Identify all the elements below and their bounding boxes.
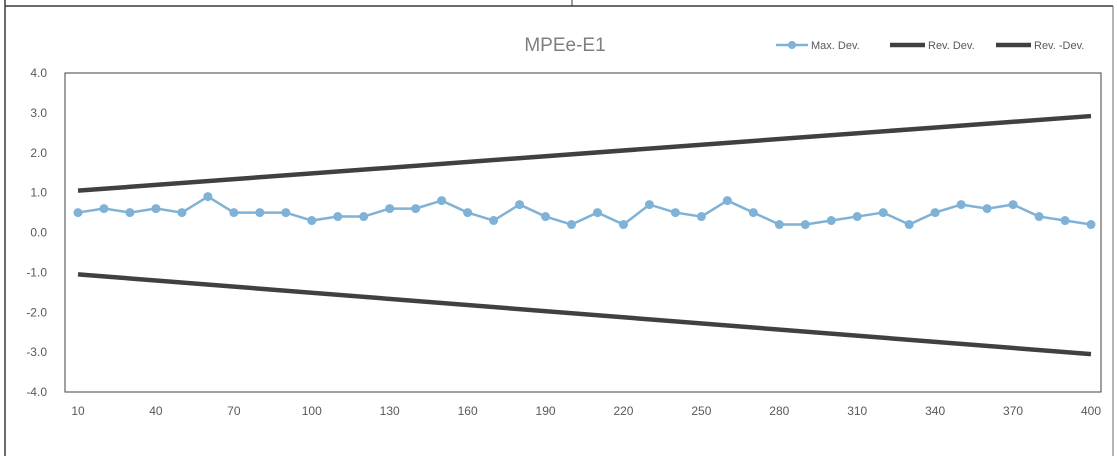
x-tick-label: 160 — [458, 404, 478, 418]
x-tick-label: 400 — [1081, 404, 1101, 418]
data-point-max-dev — [982, 204, 992, 214]
series-line-max-dev — [77, 195, 1092, 226]
y-tick-label: -4.0 — [26, 385, 47, 399]
data-point-max-dev — [1086, 220, 1096, 230]
data-point-max-dev — [307, 216, 317, 226]
data-point-max-dev — [930, 208, 940, 218]
legend-label-rev-neg-dev: Rev. -Dev. — [1034, 40, 1084, 52]
y-tick-label: -3.0 — [26, 345, 47, 359]
data-point-max-dev — [151, 204, 161, 214]
data-point-max-dev — [748, 208, 758, 218]
data-point-max-dev — [281, 208, 291, 218]
data-point-max-dev — [644, 200, 654, 210]
x-tick-label: 70 — [227, 404, 241, 418]
x-tick-label: 280 — [769, 404, 789, 418]
data-point-max-dev — [904, 220, 914, 230]
data-point-max-dev — [255, 208, 265, 218]
y-tick-label: -1.0 — [26, 265, 47, 279]
x-tick-label: 250 — [691, 404, 711, 418]
data-point-max-dev — [463, 208, 473, 218]
x-tick-label: 100 — [302, 404, 322, 418]
data-point-max-dev — [670, 208, 680, 218]
data-point-max-dev — [489, 216, 499, 226]
data-point-max-dev — [696, 212, 706, 222]
data-point-max-dev — [229, 208, 239, 218]
series-line-rev-neg-dev — [77, 272, 1092, 357]
data-point-max-dev — [541, 212, 551, 222]
chart-title: MPEe-E1 — [524, 35, 605, 56]
data-point-max-dev — [722, 196, 732, 206]
data-point-max-dev — [878, 208, 888, 218]
legend: Max. Dev. Rev. Dev. Rev. -Dev. — [776, 40, 1084, 52]
data-point-max-dev — [800, 220, 810, 230]
y-tick-label: 4.0 — [30, 66, 47, 80]
y-tick-label: -2.0 — [26, 305, 47, 319]
data-point-max-dev — [333, 212, 343, 222]
y-tick-label: 0.0 — [30, 226, 47, 240]
plot-area-border — [64, 72, 1102, 393]
y-tick-label: 3.0 — [30, 106, 47, 120]
data-point-max-dev — [852, 212, 862, 222]
data-point-max-dev — [592, 208, 602, 218]
legend-label-rev-dev: Rev. Dev. — [928, 40, 975, 52]
data-point-max-dev — [515, 200, 525, 210]
legend-item-rev-neg-dev: Rev. -Dev. — [996, 40, 1084, 52]
data-point-max-dev — [203, 192, 213, 202]
legend-label-max-dev: Max. Dev. — [811, 40, 860, 52]
data-point-max-dev — [1060, 216, 1070, 226]
data-point-max-dev — [73, 208, 83, 218]
y-tick-label: 2.0 — [30, 146, 47, 160]
x-tick-label: 370 — [1003, 404, 1023, 418]
data-point-max-dev — [411, 204, 421, 214]
data-point-max-dev — [125, 208, 135, 218]
data-point-max-dev — [437, 196, 447, 206]
y-axis-ticks: 4.0 3.0 2.0 1.0 0.0 -1.0 -2.0 -3.0 -4.0 — [26, 66, 47, 399]
legend-item-max-dev: Max. Dev. — [776, 40, 860, 52]
data-point-max-dev — [385, 204, 395, 214]
data-point-max-dev — [177, 208, 187, 218]
x-tick-label: 340 — [925, 404, 945, 418]
x-axis-ticks: 10 40 70 100 130 160 190 220 250 280 310 340 370 400 — [71, 404, 1101, 418]
data-point-max-dev — [956, 200, 966, 210]
x-tick-label: 40 — [149, 404, 163, 418]
data-point-max-dev — [774, 220, 784, 230]
legend-item-rev-dev: Rev. Dev. — [890, 40, 975, 52]
x-tick-label: 220 — [613, 404, 633, 418]
y-tick-label: 1.0 — [30, 186, 47, 200]
data-point-max-dev — [567, 220, 577, 230]
data-point-max-dev — [826, 216, 836, 226]
x-tick-label: 130 — [380, 404, 400, 418]
data-point-max-dev — [618, 220, 628, 230]
x-tick-label: 190 — [536, 404, 556, 418]
x-tick-label: 310 — [847, 404, 867, 418]
data-point-max-dev — [99, 204, 109, 214]
series-line-rev-dev — [77, 113, 1092, 193]
x-tick-label: 10 — [71, 404, 85, 418]
data-point-max-dev — [1034, 212, 1044, 222]
series-layer — [73, 113, 1096, 357]
data-point-max-dev — [1008, 200, 1018, 210]
data-point-max-dev — [359, 212, 369, 222]
